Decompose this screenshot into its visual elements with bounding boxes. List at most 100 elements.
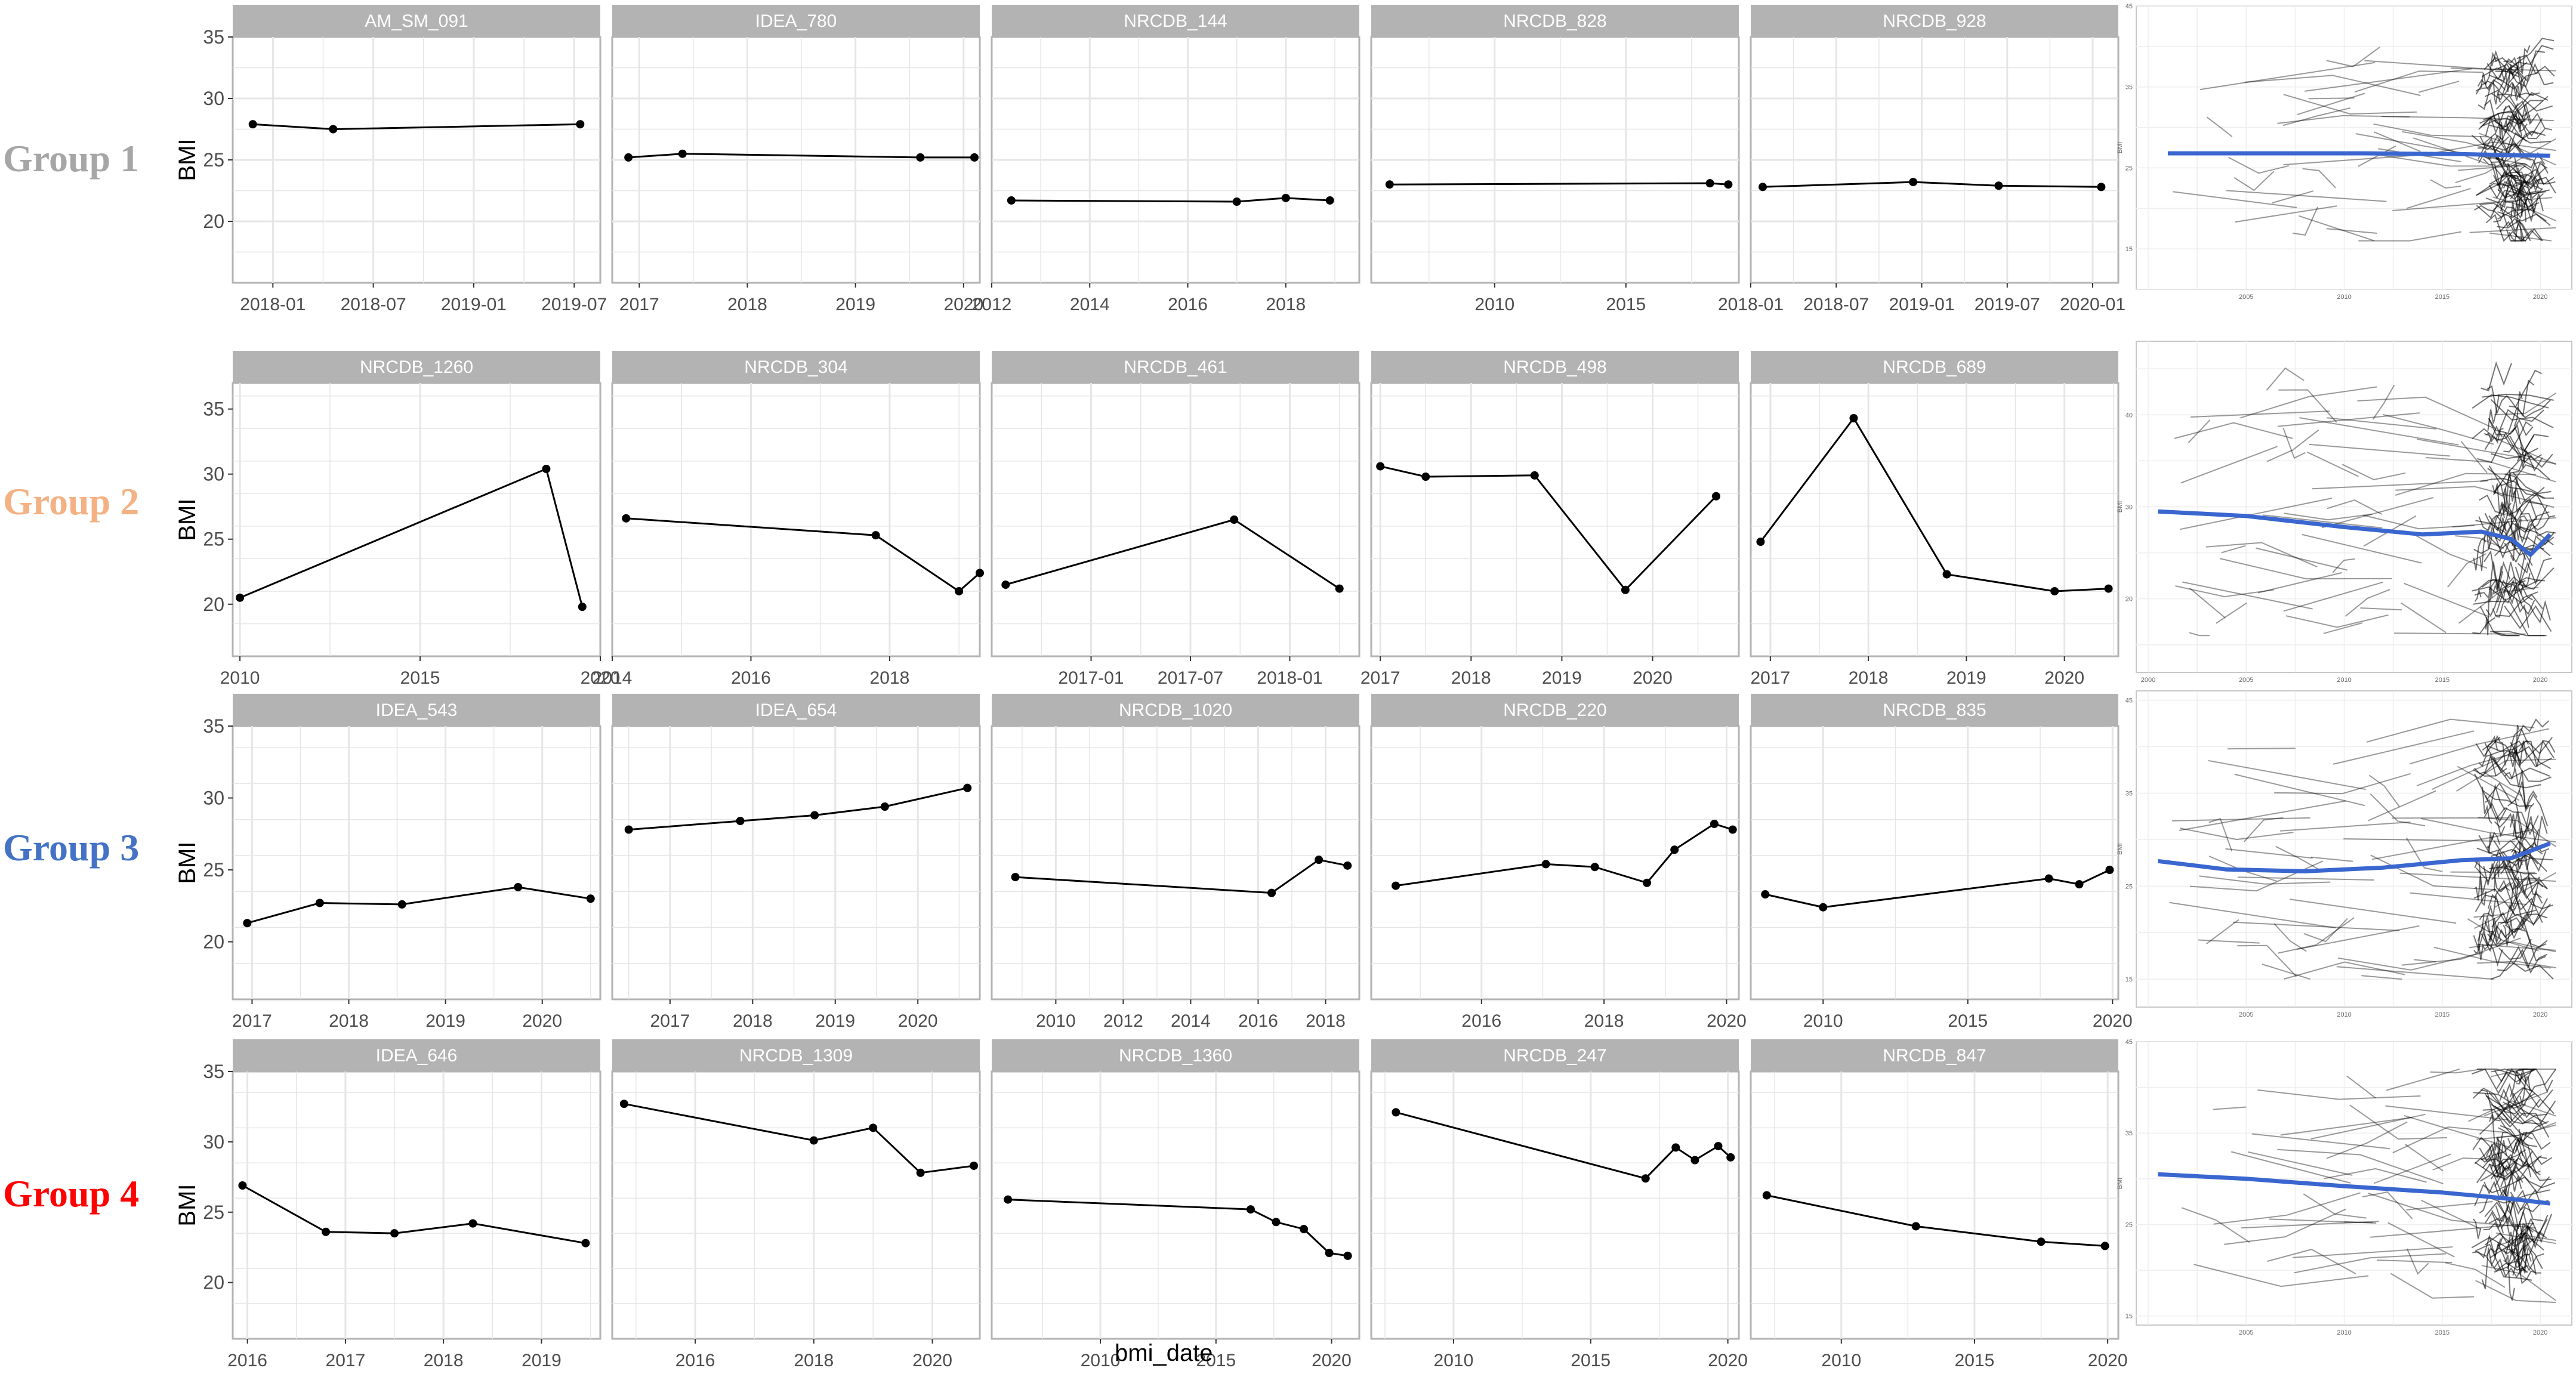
strip-label: NRCDB_828 — [1503, 11, 1606, 31]
trajectory-line — [2509, 1086, 2553, 1110]
trajectory-line — [2206, 919, 2239, 944]
data-point — [1004, 1195, 1013, 1204]
y-tick-label: 35 — [203, 399, 224, 420]
data-point — [2050, 586, 2059, 595]
x-tick-label: 2015 — [1955, 1351, 1995, 1370]
trajectory-line — [2497, 81, 2534, 97]
trajectory-line — [2468, 1100, 2556, 1122]
trajectory-line — [2277, 115, 2410, 124]
panel-frame — [232, 725, 601, 1001]
panel-NRCDB_1309: NRCDB_1309 2016 2018 2020 — [611, 1039, 981, 1370]
y-tick-label: 30 — [203, 88, 224, 109]
trajectory-line — [2485, 1194, 2526, 1230]
trajectory-line — [2344, 589, 2390, 617]
trajectory-line — [2476, 1069, 2537, 1077]
data-point — [624, 825, 633, 834]
trajectory-line — [2179, 800, 2347, 831]
trajectory-line — [2490, 943, 2547, 980]
trajectory-line — [2475, 1243, 2532, 1281]
data-point — [586, 894, 595, 903]
trajectory-line — [2312, 480, 2488, 490]
x-tick-label: 2019-07 — [541, 295, 607, 314]
trajectory-line — [2241, 1221, 2379, 1229]
x-tick-label: 2010 — [1081, 1351, 1121, 1370]
trajectory-line — [2504, 110, 2528, 133]
trajectory-line — [2484, 1093, 2542, 1128]
x-tick-label: 2014 — [593, 668, 633, 688]
strip-bg — [992, 694, 1359, 726]
trajectory-line — [2483, 771, 2523, 797]
x-tick-label: 2016 — [1461, 1011, 1501, 1031]
strip-label: NRCDB_1309 — [739, 1046, 853, 1066]
trajectory-line — [2219, 558, 2392, 580]
overview-x-tick-label: 2020 — [2533, 1011, 2547, 1018]
trajectory-line — [2491, 447, 2538, 459]
strip-bg — [992, 351, 1359, 383]
group-label-2: Group 2 — [3, 480, 139, 523]
panel-NRCDB_1020: NRCDB_1020 2010 2012 2014 2016 2018 — [991, 694, 1361, 1031]
strip-bg — [1371, 351, 1739, 383]
trajectory-line — [2475, 78, 2506, 95]
x-tick-label: 2016 — [675, 1351, 715, 1370]
trajectory-line — [2198, 939, 2260, 944]
trajectory-line — [2455, 758, 2556, 792]
x-tick-label: 2016 — [1238, 1011, 1278, 1031]
x-tick-label: 2015 — [1606, 295, 1646, 314]
overview-y-tick-label: 25 — [2125, 883, 2133, 890]
trajectory-line — [2520, 1214, 2552, 1243]
y-tick-label: 20 — [203, 211, 224, 232]
trajectory-line — [2507, 65, 2527, 92]
trajectory-line — [2349, 1104, 2447, 1140]
trajectory-line — [2273, 923, 2307, 952]
y-tick-label: 35 — [203, 1061, 224, 1082]
trajectory-line — [2266, 429, 2319, 462]
y-tick-label: 25 — [203, 1202, 224, 1223]
trajectory-line — [2518, 589, 2551, 624]
x-tick-label: 2020 — [1633, 668, 1673, 688]
data-point — [1325, 196, 1334, 205]
trajectory-line — [2199, 61, 2376, 91]
trajectory-line — [2405, 837, 2443, 872]
trajectory-line — [2514, 847, 2540, 884]
trajectory-line — [2475, 1157, 2541, 1178]
trajectory-line — [2506, 877, 2548, 934]
trajectory-line — [2269, 1218, 2377, 1224]
trajectory-line — [2485, 428, 2504, 444]
trajectory-line — [2228, 156, 2289, 174]
trajectory-line — [2489, 866, 2553, 909]
trajectory-line — [2476, 189, 2534, 219]
strip-bg — [1371, 5, 1739, 37]
x-tick-label: 2018 — [329, 1011, 369, 1031]
x-tick-label: 2019-01 — [441, 295, 507, 314]
trajectory-line — [2392, 197, 2553, 211]
trajectory-line — [2392, 1126, 2504, 1154]
panel-frame — [232, 1070, 601, 1340]
trajectory-line — [2514, 917, 2548, 948]
trajectory-line — [2323, 622, 2363, 634]
data-point — [578, 603, 587, 612]
data-point — [1643, 878, 1651, 887]
overview-x-tick-label: 2000 — [2141, 677, 2155, 684]
strip-label: AM_SM_091 — [365, 11, 468, 31]
data-point — [2044, 874, 2053, 883]
panel-NRCDB_928: NRCDB_928 2018-01 2018-07 2019-01 2019-07 202… — [1718, 5, 2125, 314]
panel-frame — [1370, 382, 1740, 657]
trajectory-line — [2519, 185, 2527, 223]
data-point — [2100, 1242, 2109, 1251]
trajectory-line — [2208, 817, 2233, 852]
trajectory-line — [2497, 1234, 2556, 1247]
x-tick-label: 2020 — [2088, 1351, 2128, 1370]
trajectory-line — [2478, 943, 2488, 961]
trajectory-line — [2508, 103, 2532, 131]
x-tick-label: 2014 — [1070, 295, 1110, 314]
trajectory-line — [2503, 1223, 2519, 1256]
trajectory-line — [2494, 392, 2556, 416]
trajectory-line — [2303, 1193, 2367, 1219]
trajectory-line — [2479, 1159, 2515, 1182]
trajectory-line — [2506, 580, 2516, 596]
y-tick-label: 20 — [203, 931, 224, 953]
trajectory-line — [2490, 399, 2554, 428]
data-point — [1392, 1108, 1400, 1117]
trajectory-line — [2481, 61, 2528, 78]
trajectory-line — [2404, 1114, 2511, 1148]
